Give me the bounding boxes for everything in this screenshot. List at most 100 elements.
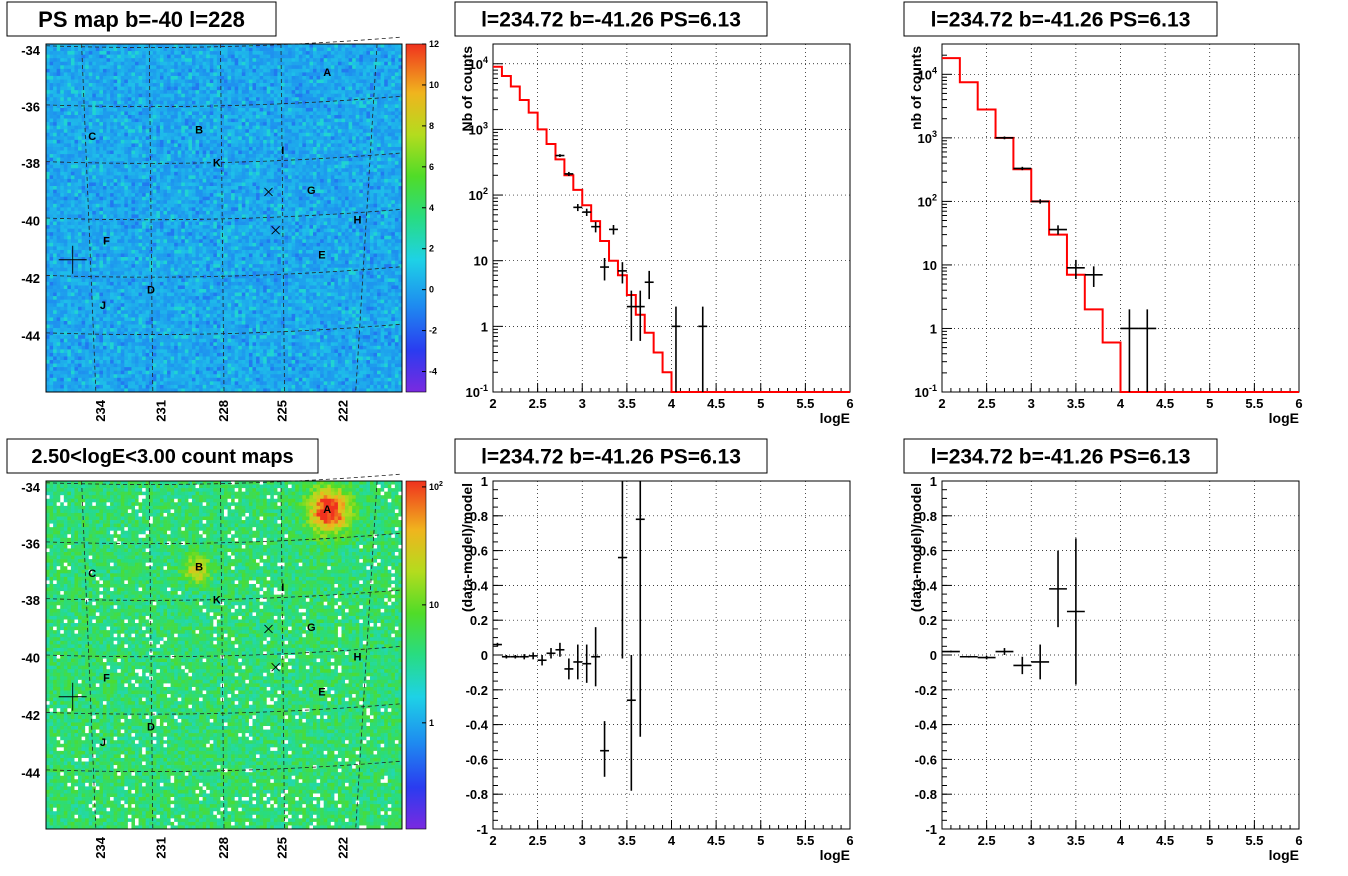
spec_right-ytick: 104 xyxy=(918,65,937,82)
x-marker xyxy=(271,662,280,672)
resid_left-xtick: 6 xyxy=(846,833,853,848)
spec_left-panel: l=234.72 b=-41.26 PS=6.13 2 2.5 3 3.5 4 4.5 5 5.… xyxy=(454,1,854,426)
spec_left-ytick: 103 xyxy=(469,120,488,137)
resid_right-xlabel: logE xyxy=(1269,847,1299,863)
spec_right-ylabel: nb of counts xyxy=(908,46,924,130)
data-point xyxy=(995,136,1014,140)
resid_left-ylabel: (data-model)/model xyxy=(459,483,475,612)
resid_right-xtick: 5.5 xyxy=(1245,833,1263,848)
source-label-E: E xyxy=(318,250,325,262)
source-label-F: F xyxy=(103,673,110,685)
resid_right-xtick: 4 xyxy=(1117,833,1125,848)
spec_left-xtick: 4.5 xyxy=(707,396,725,411)
resid_left-xtick: 5 xyxy=(757,833,764,848)
data-point xyxy=(582,644,592,683)
map_counts-lat-line xyxy=(45,703,403,715)
resid_left-ytick: -1 xyxy=(476,822,488,837)
source-label-K: K xyxy=(213,594,221,606)
resid_left-ytick: 1 xyxy=(481,474,488,489)
map_ps-lat-line xyxy=(45,95,403,108)
map_counts-ytick: -40 xyxy=(21,650,40,665)
map_ps-cbar-label: 2 xyxy=(429,244,434,254)
resid_left-ytick: 0.8 xyxy=(470,509,488,524)
resid_left-xtick: 3.5 xyxy=(618,833,636,848)
data-point xyxy=(617,481,627,659)
map_ps-lon-line xyxy=(220,43,225,393)
resid_right-xtick: 2 xyxy=(938,833,945,848)
x-marker xyxy=(264,187,273,197)
map_counts-lon-line xyxy=(220,480,225,830)
data-point xyxy=(995,648,1014,655)
map_ps-cbar-label: 0 xyxy=(429,285,434,295)
map_ps-coord-grid xyxy=(45,36,403,393)
data-point xyxy=(564,658,574,680)
data-point xyxy=(510,655,520,659)
map_ps-xtick: 222 xyxy=(335,400,350,422)
resid_right-title: l=234.72 b=-41.26 PS=6.13 xyxy=(931,446,1191,469)
data-point xyxy=(959,655,978,658)
spec_left-title: l=234.72 b=-41.26 PS=6.13 xyxy=(481,9,741,32)
data-point xyxy=(1013,656,1032,675)
map_counts-panel: 2.50<logE<3.00 count maps -34 -36 -38 -40 -42… xyxy=(6,438,443,859)
source-label-F: F xyxy=(103,236,110,248)
source-label-A: A xyxy=(323,67,331,79)
spec_right-model-histogram xyxy=(942,57,1299,393)
data-point xyxy=(626,655,636,791)
map_ps-markers xyxy=(58,187,280,274)
spec_right-xtick: 2.5 xyxy=(978,396,996,411)
map_counts-lon-line xyxy=(81,480,97,830)
spec_left-title-box xyxy=(454,1,768,37)
spec_left-ytick: 10 xyxy=(474,254,488,269)
spec_right-xtick: 6 xyxy=(1295,396,1302,411)
spec_left-data-points xyxy=(555,154,708,392)
spec_right-xtick: 4 xyxy=(1117,396,1125,411)
resid_right-grid xyxy=(942,481,1299,829)
resid_right-ytick: 0 xyxy=(930,648,937,663)
resid_right-ytick: 1 xyxy=(930,474,937,489)
spec_left-xtick: 2 xyxy=(489,396,496,411)
source-label-J: J xyxy=(100,300,106,312)
source-label-I: I xyxy=(281,145,284,157)
resid_left-xtick: 3 xyxy=(579,833,586,848)
resid_right-ytick: -0.2 xyxy=(915,683,937,698)
spec_left-xtick: 3.5 xyxy=(618,396,636,411)
data-point xyxy=(609,224,618,235)
map_ps-cbar-label: 10 xyxy=(429,80,439,90)
spec_right-title: l=234.72 b=-41.26 PS=6.13 xyxy=(931,9,1191,32)
data-point xyxy=(1066,538,1085,685)
resid_right-ytick: -0.4 xyxy=(915,718,938,733)
map_counts-cbar-label: 10 xyxy=(429,600,439,610)
map_ps-ytick: -38 xyxy=(21,156,40,171)
spec_left-xtick: 4 xyxy=(668,396,676,411)
map_counts-coord-grid xyxy=(45,473,403,830)
map_counts-lat-line xyxy=(45,589,403,601)
map_ps-ytick: -44 xyxy=(21,328,41,343)
spec_right-xlabel: logE xyxy=(1269,410,1299,426)
resid_left-ytick: -0.8 xyxy=(466,787,488,802)
map_ps-cbar-label: 6 xyxy=(429,162,434,172)
data-point xyxy=(564,171,574,177)
data-point xyxy=(1049,225,1067,235)
data-point xyxy=(600,257,610,281)
x-marker xyxy=(271,225,280,235)
data-point xyxy=(555,154,565,157)
source-label-I: I xyxy=(281,582,284,594)
map_counts-xtick: 228 xyxy=(216,837,231,859)
map_counts-xtick: 234 xyxy=(93,836,108,858)
resid_right-ylabel: (data-model)/model xyxy=(908,483,924,612)
map_counts-lon-line xyxy=(148,480,154,830)
spec_right-ytick: 10 xyxy=(923,258,937,273)
resid_right-ytick: -0.8 xyxy=(915,787,937,802)
data-point xyxy=(1049,550,1067,628)
map_counts-ytick: -36 xyxy=(21,536,40,551)
map_counts-lon-line xyxy=(355,480,378,830)
source-label-H: H xyxy=(354,215,362,227)
resid_right-xtick: 4.5 xyxy=(1156,833,1174,848)
map_ps-xtick: 228 xyxy=(216,400,231,422)
resid_left-title: l=234.72 b=-41.26 PS=6.13 xyxy=(481,446,741,469)
resid_right-xtick: 2.5 xyxy=(978,833,996,848)
data-point xyxy=(493,642,502,647)
map_ps-title-box xyxy=(6,1,277,37)
data-point xyxy=(977,655,996,660)
